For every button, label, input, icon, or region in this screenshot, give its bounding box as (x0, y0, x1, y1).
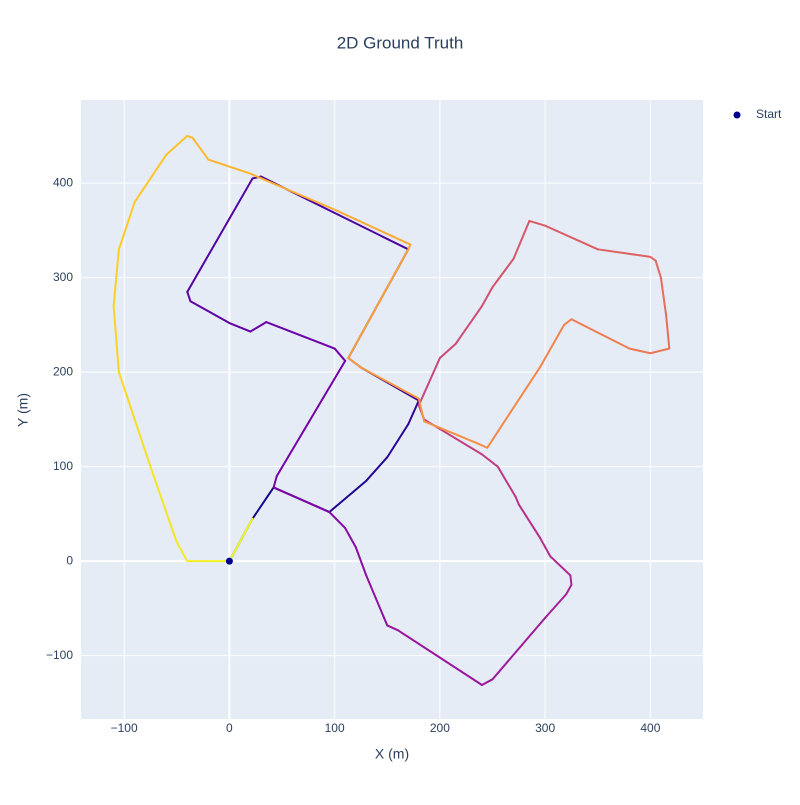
trajectory-segment (333, 347, 347, 362)
y-tick-label: 400 (53, 175, 73, 189)
trajectory-segment (344, 527, 357, 549)
trajectory-segment (549, 555, 572, 577)
trajectory-segment (596, 248, 652, 258)
trajectory-segment (512, 219, 531, 260)
trajectory-segment (659, 276, 668, 317)
trajectory-segment (186, 290, 192, 303)
trajectory-segment (475, 442, 489, 449)
trajectory-segment (228, 517, 254, 563)
trajectory-segment (665, 314, 671, 350)
trajectory-segment (569, 574, 573, 586)
trajectory-segment (133, 418, 152, 468)
trajectory-segment (189, 300, 231, 325)
trajectory-segment (365, 574, 389, 627)
trajectory-segment (149, 465, 178, 544)
trajectory-segment (359, 366, 420, 400)
trajectory-segment (191, 136, 210, 161)
trajectory-segment (117, 371, 136, 421)
trajectory-segment (649, 347, 671, 355)
trajectory-segment (496, 465, 517, 498)
trajectory-segment (438, 342, 457, 359)
trajectory-segment (396, 629, 483, 686)
y-tick-label: 100 (53, 459, 73, 473)
trajectory-segment (112, 248, 120, 308)
trajectory-segment (544, 593, 568, 619)
x-tick-label: 0 (226, 721, 233, 735)
y-tick-label: 200 (53, 364, 73, 378)
trajectory-segment (251, 486, 275, 520)
start-marker (225, 557, 233, 565)
trajectory-segment (272, 475, 278, 489)
trajectory-segment (654, 259, 662, 279)
trajectory-segment (538, 536, 552, 558)
trajectory-segment (486, 366, 541, 449)
trajectory-segment (563, 318, 573, 326)
trajectory-segment (165, 134, 189, 156)
trajectory-segment (454, 305, 483, 345)
y-axis-label: Y (m) (15, 393, 31, 427)
trajectory-segment (347, 248, 410, 359)
x-tick-label: 200 (430, 721, 450, 735)
trajectory-segment (491, 616, 547, 681)
trajectory-segment (517, 503, 541, 539)
trajectory-segment (249, 321, 268, 333)
trajectory-segment (228, 322, 252, 333)
trajectory-segment (175, 541, 189, 563)
trajectory-segment (528, 219, 547, 227)
x-tick-label: 400 (640, 721, 660, 735)
legend-marker (733, 111, 741, 119)
y-tick-label: 300 (53, 270, 73, 284)
trajectory-segment (417, 397, 426, 423)
trajectory-segment (649, 255, 657, 262)
trajectory-segment (333, 208, 412, 246)
trajectory-segment (117, 201, 136, 251)
trajectory-segment (112, 305, 120, 374)
trajectory-segment (272, 486, 331, 514)
trajectory-segment (386, 423, 410, 459)
trajectory-segment (347, 356, 362, 369)
y-tick-label: 0 (66, 553, 73, 567)
x-tick-label: 100 (325, 721, 345, 735)
trajectory-segment (133, 153, 168, 204)
x-tick-label: 300 (535, 721, 555, 735)
trajectory-segment (265, 321, 336, 350)
trajectory-segment (423, 420, 478, 445)
trajectory-segment (275, 359, 347, 478)
trajectory-segment (417, 356, 441, 407)
x-tick-label: −100 (111, 721, 138, 735)
trajectory-segment (328, 511, 347, 530)
trajectory-segment (186, 177, 254, 293)
trajectory-segment (514, 495, 520, 506)
trajectory-segment (570, 318, 631, 350)
trajectory-segment (628, 347, 652, 355)
trajectory-segment (544, 224, 599, 251)
y-tick-label: −100 (46, 648, 73, 662)
trajectory-segment (328, 479, 368, 514)
trajectory-segment (480, 678, 494, 686)
legend-label: Start (756, 107, 782, 121)
trajectory-segment (407, 399, 420, 426)
x-axis-label: X (m) (375, 746, 409, 762)
trajectory-segment (538, 323, 566, 369)
trajectory-segment (480, 453, 499, 468)
trajectory-segment (354, 546, 368, 577)
plot-area (81, 100, 703, 719)
trajectory-segment (565, 583, 573, 596)
trajectory-segment (207, 158, 252, 175)
trajectory-segment (386, 624, 399, 632)
trajectory-segment (365, 456, 389, 482)
trajectory-segment (480, 286, 494, 308)
chart-title: 2D Ground Truth (337, 33, 464, 52)
trajectory-segment (491, 257, 515, 289)
trajectory-segment (249, 172, 336, 211)
